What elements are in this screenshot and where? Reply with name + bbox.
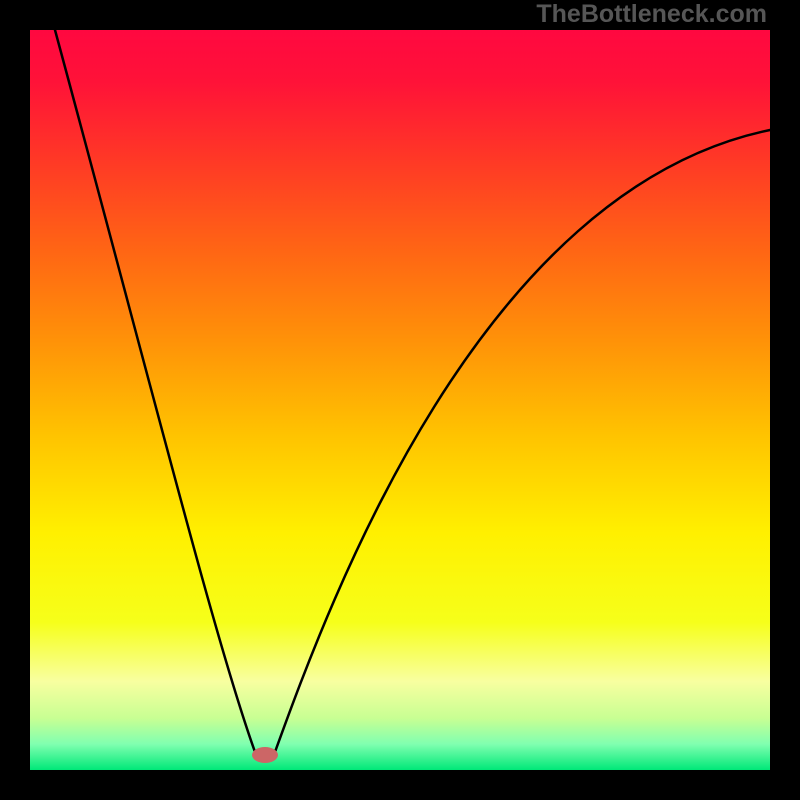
curve-right — [275, 130, 770, 752]
frame-border-bottom — [0, 770, 800, 800]
bottleneck-marker — [252, 747, 278, 763]
chart-frame: TheBottleneck.com — [0, 0, 800, 800]
frame-border-right — [770, 0, 800, 800]
frame-border-left — [0, 0, 30, 800]
watermark-text: TheBottleneck.com — [536, 0, 767, 29]
curve-left — [55, 30, 255, 752]
curve-svg — [0, 0, 800, 800]
